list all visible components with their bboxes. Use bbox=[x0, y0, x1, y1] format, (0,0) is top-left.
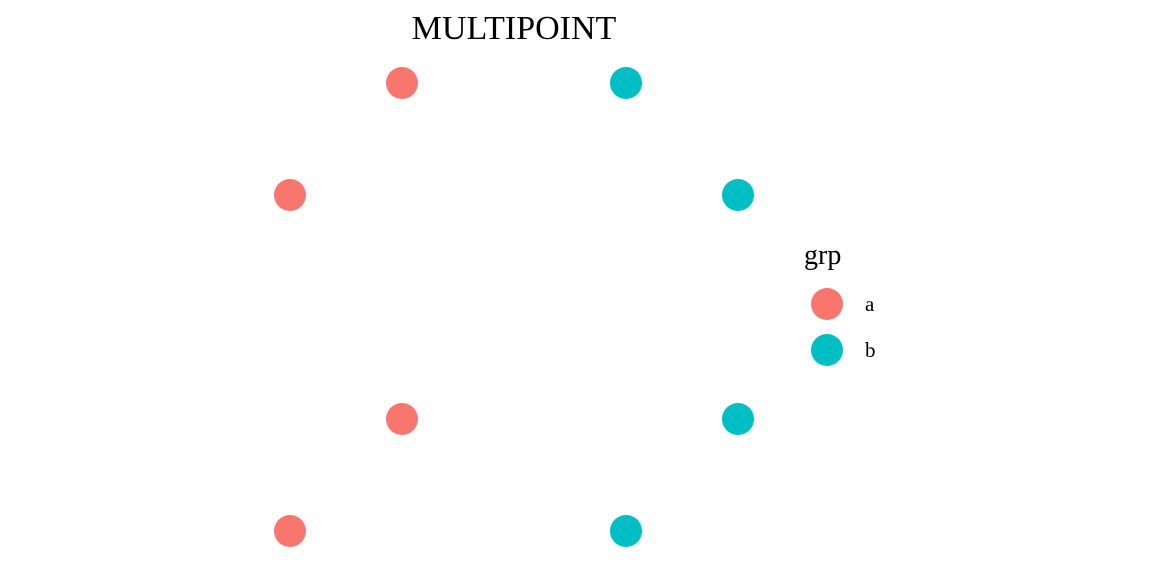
point-a-1 bbox=[274, 515, 306, 547]
point-b-1 bbox=[610, 515, 642, 547]
point-a-4 bbox=[386, 67, 418, 99]
point-a-3 bbox=[274, 179, 306, 211]
legend-entry-b: b bbox=[811, 334, 876, 366]
legend-label-a: a bbox=[865, 292, 875, 316]
legend-title: grp bbox=[804, 240, 841, 271]
legend-key-b bbox=[811, 334, 843, 366]
point-b-4 bbox=[610, 67, 642, 99]
legend: grp ab bbox=[804, 240, 876, 366]
chart-title: MULTIPOINT bbox=[412, 10, 617, 47]
points-layer bbox=[274, 67, 754, 547]
point-b-2 bbox=[722, 403, 754, 435]
legend-entries: ab bbox=[811, 288, 876, 366]
point-b-3 bbox=[722, 179, 754, 211]
legend-key-a bbox=[811, 288, 843, 320]
point-a-2 bbox=[386, 403, 418, 435]
legend-label-b: b bbox=[865, 338, 876, 362]
legend-entry-a: a bbox=[811, 288, 875, 320]
